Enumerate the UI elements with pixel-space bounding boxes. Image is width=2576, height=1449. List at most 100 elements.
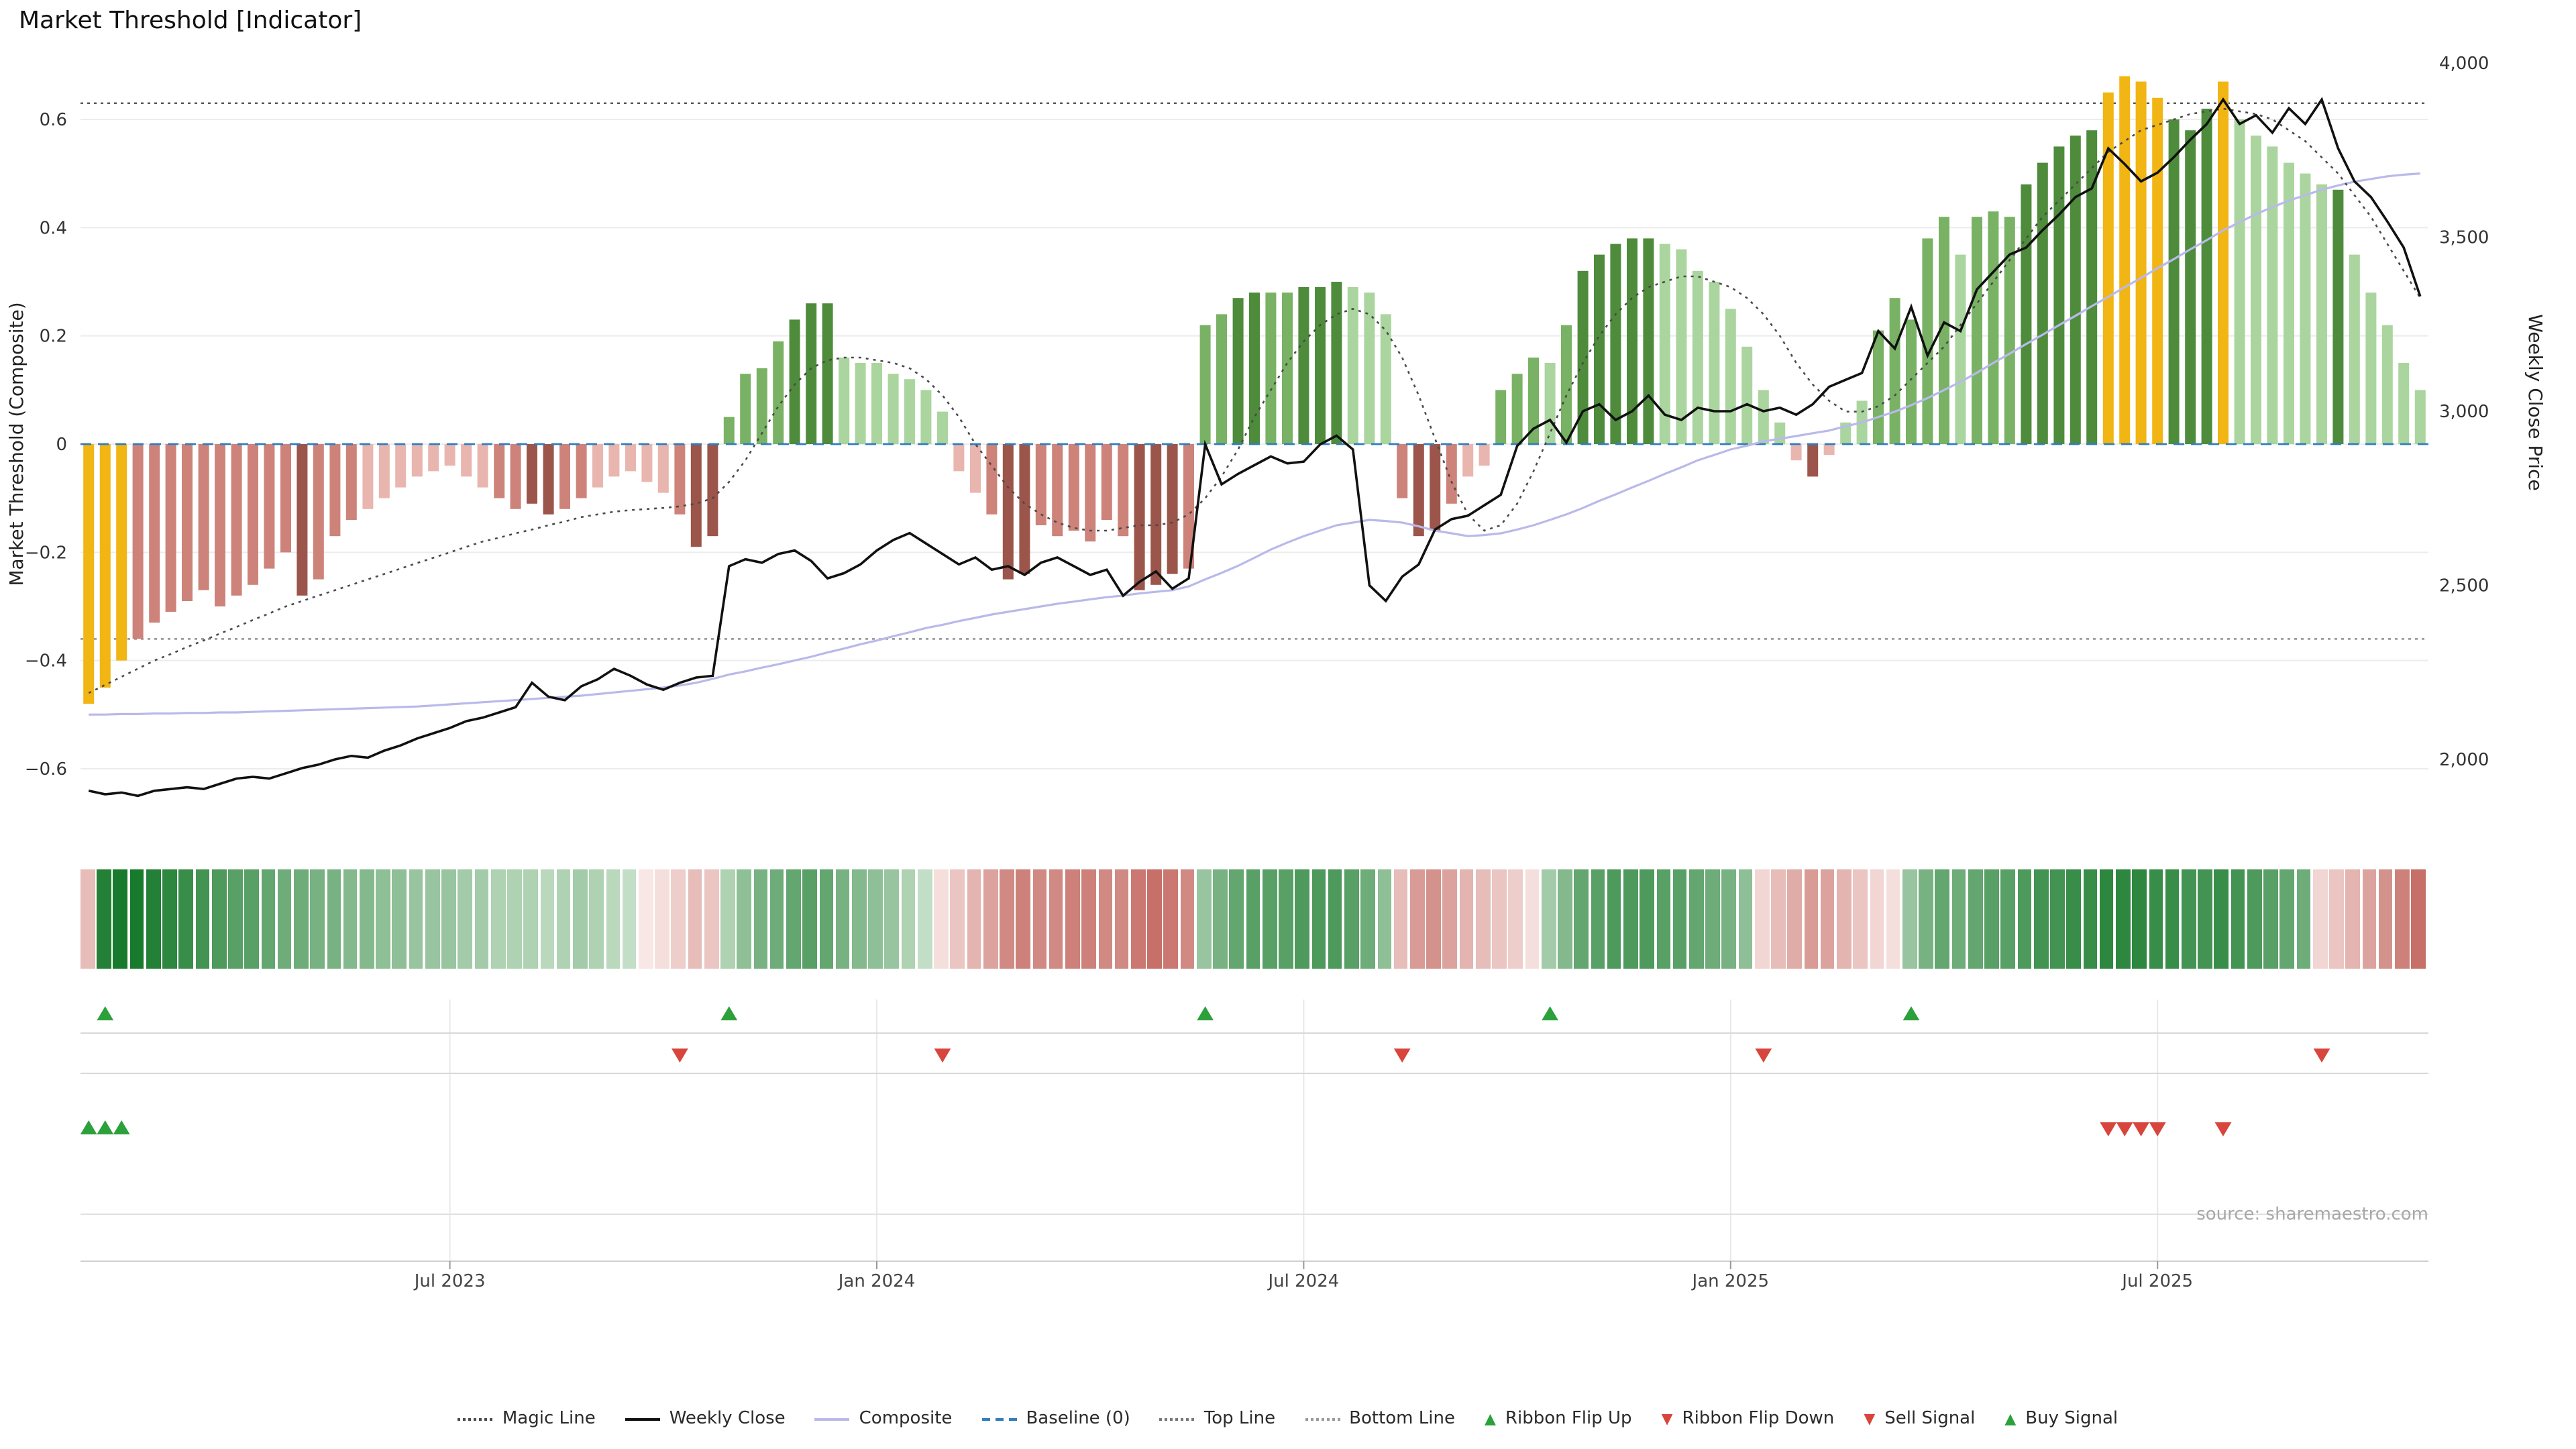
threshold-bar	[1118, 444, 1129, 537]
ribbon-cell	[1951, 869, 1966, 969]
ribbon-cell	[967, 869, 981, 969]
threshold-bar	[2086, 130, 2098, 444]
threshold-bar	[2332, 189, 2344, 444]
ribbon-flip-up-marker	[1902, 1006, 1920, 1020]
threshold-bar	[1315, 287, 1326, 444]
ribbon-cell	[1558, 869, 1572, 969]
ribbon-cell	[1870, 869, 1884, 969]
ribbon-cell	[1754, 869, 1770, 969]
buy-signal-marker	[97, 1120, 114, 1134]
ribbon-cell	[2198, 869, 2212, 969]
threshold-bar	[756, 368, 767, 444]
threshold-bar	[723, 417, 735, 444]
ribbon-strip	[80, 869, 2428, 969]
ribbon-flip-up-marker	[720, 1006, 738, 1020]
ribbon-cell	[1837, 869, 1851, 969]
ribbon-cell	[573, 869, 588, 969]
ribbon-cell	[2132, 869, 2147, 969]
threshold-bar	[986, 444, 998, 515]
threshold-bar	[1741, 346, 1753, 444]
threshold-bar	[1643, 238, 1654, 444]
threshold-bar	[313, 444, 324, 580]
signals-panel: Jul 2023 Jan 2024 Jul 2024 Jan 2025 Jul 2025	[80, 1000, 2428, 1291]
ribbon-flip-up-marker	[97, 1006, 114, 1020]
ribbon-cell	[1574, 869, 1589, 969]
sell-signal-marker	[2116, 1122, 2133, 1136]
ribbon-cell	[1426, 869, 1441, 969]
threshold-bar	[2168, 119, 2180, 444]
threshold-bar	[1364, 292, 1375, 444]
threshold-bar	[1659, 244, 1670, 444]
threshold-bar	[937, 411, 948, 444]
ribbon-cell	[523, 869, 538, 969]
sell-signal-marker	[2214, 1122, 2232, 1136]
threshold-bar	[1019, 444, 1030, 574]
left-tick-label: 0.4	[40, 218, 67, 238]
threshold-bar	[461, 444, 472, 477]
legend-label: Ribbon Flip Up	[1505, 1409, 1632, 1429]
ribbon-cell	[310, 869, 325, 969]
ribbon-cell	[1098, 869, 1113, 969]
threshold-bar	[116, 444, 127, 661]
ribbon-cell	[2165, 869, 2180, 969]
ribbon-flip-down-marker	[1755, 1049, 1772, 1063]
ribbon-cell	[244, 869, 259, 969]
threshold-bar	[1150, 444, 1162, 585]
threshold-bar	[362, 444, 374, 509]
ribbon-cell	[441, 869, 456, 969]
ribbon-cell	[737, 869, 752, 969]
threshold-bar	[2021, 184, 2032, 444]
ribbon-cell	[129, 869, 144, 969]
legend-item-ribbon-flip-down: ▼ Ribbon Flip Down	[1662, 1409, 1835, 1429]
ribbon-cell	[1607, 869, 1621, 969]
threshold-bar	[297, 444, 308, 596]
threshold-bar	[1577, 270, 1589, 444]
threshold-bar	[132, 444, 144, 639]
ribbon-cell	[458, 869, 473, 969]
ribbon-cell	[934, 869, 949, 969]
ribbon-cell	[2099, 869, 2114, 969]
ribbon-cell	[655, 869, 669, 969]
ribbon-cell	[1591, 869, 1605, 969]
threshold-bar	[871, 363, 882, 444]
x-tick-label: Jul 2025	[2121, 1271, 2193, 1291]
ribbon-cell	[540, 869, 555, 969]
weekly-close-line	[88, 97, 2422, 798]
threshold-bar	[2218, 81, 2229, 445]
ribbon-cell	[2411, 869, 2426, 969]
ribbon-flip-down-marker	[1393, 1049, 1411, 1063]
ribbon-cell	[786, 869, 801, 969]
threshold-bar	[1889, 298, 1900, 444]
chart-title: Market Threshold [Indicator]	[19, 7, 362, 35]
ribbon-cell	[1525, 869, 1540, 969]
ribbon-cell	[113, 869, 128, 969]
threshold-bar	[674, 444, 686, 515]
threshold-bar	[1331, 282, 1342, 444]
ribbon-cell	[425, 869, 440, 969]
threshold-bar	[1823, 444, 1835, 455]
ribbon-cell	[178, 869, 194, 969]
threshold-bar	[2251, 136, 2261, 444]
threshold-bar	[1873, 330, 1884, 444]
ribbon-cell	[2329, 869, 2344, 969]
threshold-bar	[1692, 270, 1703, 444]
threshold-bar	[182, 444, 193, 601]
threshold-bar	[2053, 146, 2065, 444]
threshold-bar	[1413, 444, 1424, 537]
threshold-bar	[1134, 444, 1145, 590]
ribbon-cell	[409, 869, 423, 969]
threshold-bar	[2284, 162, 2294, 444]
bottom-line-icon	[1305, 1417, 1340, 1420]
ribbon-cell	[1295, 869, 1309, 969]
threshold-bar	[592, 444, 603, 488]
threshold-bar	[625, 444, 636, 472]
ribbon-cell	[606, 869, 621, 969]
ribbon-cell	[1147, 869, 1162, 969]
threshold-bar	[149, 444, 160, 623]
legend-item-composite: Composite	[814, 1409, 952, 1429]
threshold-bar	[953, 444, 965, 472]
ribbon-cell	[622, 869, 637, 969]
ribbon-cell	[1623, 869, 1638, 969]
threshold-bar	[2267, 146, 2278, 444]
threshold-bar	[1790, 444, 1802, 461]
